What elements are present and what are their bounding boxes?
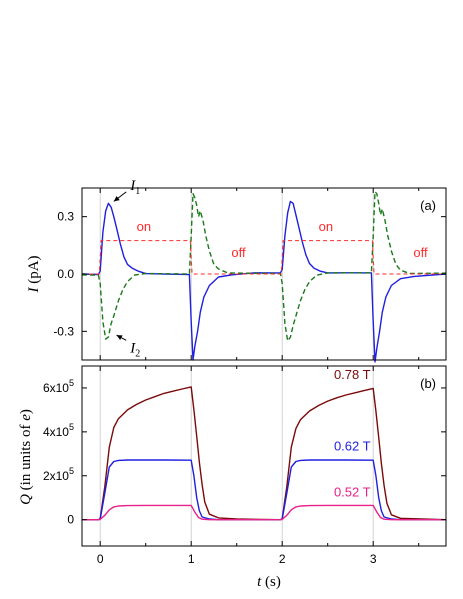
y-tick-label: 6x105 — [43, 378, 74, 395]
x-tick-label: 2 — [279, 552, 286, 566]
series-label: I2 — [129, 340, 140, 359]
x-axis-label: t (s) — [257, 574, 281, 590]
panel-a: -0.3 0.0 0.3 (a) on off on off I1 I2 — [53, 178, 447, 363]
x-tick-label: 1 — [188, 552, 195, 566]
series-line — [82, 386, 447, 521]
y-tick-label: 0.0 — [57, 267, 74, 281]
annotation: on — [137, 219, 151, 234]
series-line — [82, 504, 446, 521]
annotation: on — [319, 219, 333, 234]
annotation: off — [231, 245, 246, 260]
annotation: 0.52 T — [334, 485, 371, 500]
series-label-arrowhead — [113, 196, 120, 202]
annotation: off — [413, 245, 428, 260]
panel-label: (a) — [420, 198, 436, 213]
y-tick-label: 0.3 — [57, 210, 74, 224]
series-line — [81, 191, 447, 342]
y-tick-label: 2x105 — [43, 466, 74, 483]
series-label-arrowhead — [116, 335, 123, 341]
panel-a-ylabel: I (pA) — [26, 255, 42, 293]
series-line — [82, 459, 446, 521]
y-tick-label: 0 — [67, 513, 74, 527]
x-tick-label: 0 — [97, 552, 104, 566]
annotation: 0.78 T — [334, 367, 371, 382]
annotation: 0.62 T — [334, 439, 371, 454]
panel-b-ylabel: Q (in units of e) — [18, 409, 34, 505]
y-tick-label: -0.3 — [53, 324, 74, 338]
panel-label: (b) — [420, 376, 436, 391]
series-line — [82, 240, 446, 275]
x-tick-label: 3 — [370, 552, 377, 566]
plot-frame — [81, 365, 447, 547]
series-label: I1 — [129, 178, 140, 197]
y-tick-label: 4x105 — [43, 422, 74, 439]
panel-b: 0 2x105 4x105 6x105 0 1 2 3 (b) 0.78 T 0.62 T 0.52 … — [43, 365, 447, 566]
